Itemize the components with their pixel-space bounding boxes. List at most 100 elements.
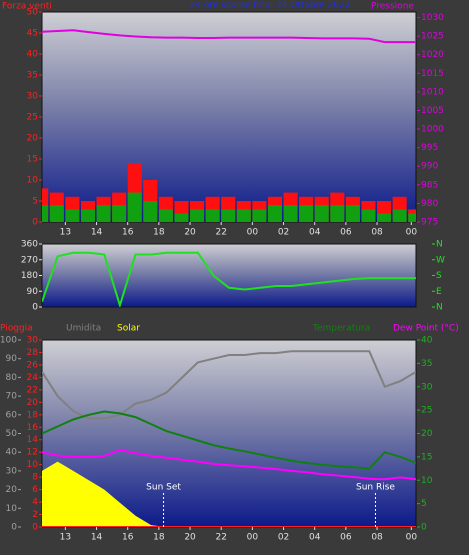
annotation: Sun Rise <box>356 483 395 493</box>
y-tick-label: 90 <box>27 287 39 297</box>
y-tick-label: 20 <box>27 134 39 144</box>
x-tick-label: 02 <box>278 228 289 238</box>
y2-tick-label: S <box>436 271 442 281</box>
y3-tick-label: 24 <box>27 373 39 383</box>
y-tick-label: 70 <box>6 392 18 402</box>
x-tick-label: 14 <box>91 228 103 238</box>
y3-tick-label: 16 <box>27 423 39 433</box>
bar <box>267 205 282 222</box>
y-tick-label: 10 <box>27 176 39 186</box>
y-tick-label: 0 <box>32 218 38 228</box>
x-tick-label: 04 <box>309 228 321 238</box>
y-tick-label: 50 <box>6 429 18 439</box>
y-axis-label: Forza venti <box>2 2 52 12</box>
legend-label: Temperatura <box>312 324 370 334</box>
y-tick-label: 35 <box>27 71 38 81</box>
bar <box>361 209 376 222</box>
y2-tick-label: 0 <box>421 523 427 533</box>
y2-tick-label: 980 <box>421 199 438 209</box>
legend-label: Dew Point (°C) <box>393 324 459 334</box>
bar <box>112 205 127 222</box>
bar <box>283 205 298 222</box>
line <box>42 29 416 44</box>
bar <box>221 209 236 222</box>
x-tick-label: 13 <box>60 533 71 543</box>
y2-tick-label: 25 <box>421 406 432 416</box>
bar <box>143 201 158 222</box>
y2-tick-label: 15 <box>421 452 432 462</box>
y-tick-label: 10 <box>6 504 18 514</box>
bar <box>408 213 416 222</box>
legend-label: Pioggia <box>0 324 33 334</box>
y2-tick-label: 30 <box>421 382 433 392</box>
x-tick-label: 20 <box>184 533 196 543</box>
y-tick-label: 5 <box>32 197 38 207</box>
y2-tick-label: 975 <box>421 218 438 228</box>
plot-layer <box>42 29 416 222</box>
x-tick-label: 08 <box>371 228 383 238</box>
bar <box>174 213 189 222</box>
y-tick-label: 360 <box>21 240 38 250</box>
bar <box>80 209 95 222</box>
x-tick-label: 18 <box>153 533 165 543</box>
y3-tick-label: 12 <box>27 448 38 458</box>
y-tick-label: 0 <box>32 303 38 313</box>
y2-tick-label: 990 <box>421 162 438 172</box>
y3-tick-label: 2 <box>32 510 38 520</box>
x-tick-label: 16 <box>122 533 134 543</box>
y-tick-label: 30 <box>27 92 39 102</box>
y-tick-label: 80 <box>6 373 18 383</box>
y-tick-label: 90 <box>6 354 18 364</box>
x-tick-label: 14 <box>91 533 103 543</box>
x-tick-label: 22 <box>215 533 226 543</box>
y-tick-label: 100 <box>0 336 17 346</box>
area <box>42 461 416 527</box>
y2-tick-label: N <box>436 303 443 313</box>
y3-tick-label: 14 <box>27 435 39 445</box>
x-tick-label: 00 <box>247 228 259 238</box>
y2-tick-label: 1010 <box>421 87 444 97</box>
x-tick-label: 18 <box>153 228 165 238</box>
annotation: Sun Set <box>146 483 181 493</box>
plot-layer <box>42 251 416 307</box>
x-tick-label: 00 <box>247 533 259 543</box>
x-tick-label: 13 <box>60 228 71 238</box>
y3-tick-label: 6 <box>32 485 38 495</box>
y3-tick-label: 30 <box>27 336 39 346</box>
y-tick-label: 40 <box>6 448 18 458</box>
x-tick-label: 00 <box>406 228 418 238</box>
y2-tick-label: 995 <box>421 143 438 153</box>
legend-label: Solar <box>117 324 140 334</box>
y3-tick-label: 10 <box>27 460 39 470</box>
x-tick-label: 20 <box>184 228 196 238</box>
y-tick-label: 50 <box>27 8 39 18</box>
y2-tick-label: 10 <box>421 476 433 486</box>
bar <box>330 205 345 222</box>
line <box>42 448 416 481</box>
y2-tick-label: N <box>436 240 443 250</box>
y3-tick-label: 4 <box>32 498 38 508</box>
bar <box>205 209 220 222</box>
bar <box>158 209 173 222</box>
y-tick-label: 45 <box>27 29 38 39</box>
y2-tick-label: W <box>436 255 445 265</box>
bar <box>314 205 329 222</box>
bar <box>299 205 314 222</box>
y3-tick-label: 26 <box>27 360 39 370</box>
y2-tick-label: E <box>436 287 442 297</box>
plot-layer <box>42 350 416 527</box>
bar <box>96 205 111 222</box>
y-tick-label: 15 <box>27 155 38 165</box>
bar <box>49 205 64 222</box>
y-tick-label: 30 <box>6 466 18 476</box>
x-tick-label: 08 <box>371 533 383 543</box>
y-tick-label: 0 <box>11 523 17 533</box>
y3-tick-label: 0 <box>32 523 38 533</box>
y-tick-label: 270 <box>21 255 38 265</box>
x-tick-label: 06 <box>340 533 352 543</box>
x-tick-label: 02 <box>278 533 289 543</box>
bar <box>345 205 360 222</box>
y2-tick-label: 1030 <box>421 13 444 23</box>
bar <box>236 209 251 222</box>
